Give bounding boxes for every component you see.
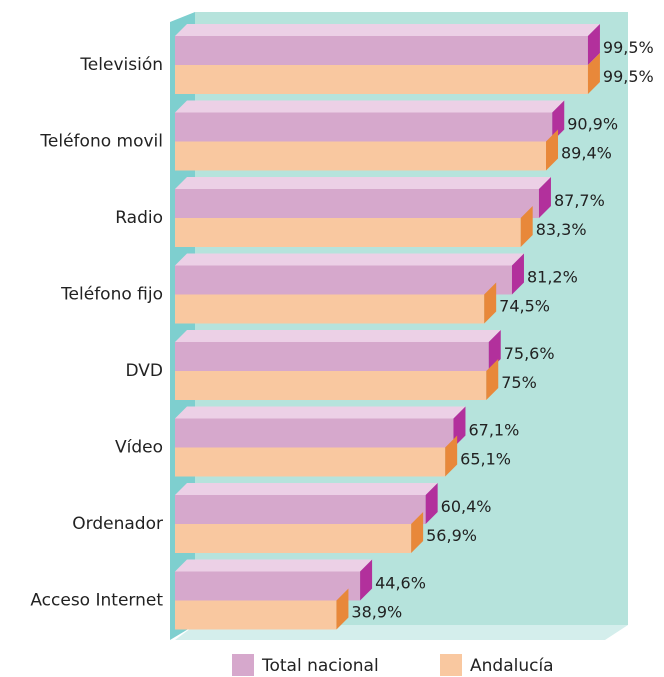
bar-side <box>484 282 497 324</box>
value-label: 89,4% <box>561 144 612 163</box>
bar-top <box>175 406 466 419</box>
bar <box>175 218 521 247</box>
bar <box>175 112 553 142</box>
bar <box>175 571 361 601</box>
bar-side <box>445 435 458 477</box>
bar-side <box>520 206 533 247</box>
value-label: 65,1% <box>460 450 511 469</box>
value-label: 75% <box>501 373 537 392</box>
category-label: Ordenador <box>72 514 163 534</box>
category-label: Televisión <box>79 55 163 75</box>
bar-top <box>175 24 600 36</box>
value-label: 38,9% <box>351 603 402 622</box>
category-label: Vídeo <box>115 438 163 458</box>
category-label: Teléfono movil <box>39 132 163 152</box>
bar <box>175 141 547 171</box>
value-label: 90,9% <box>567 115 618 134</box>
value-label: 99,5% <box>603 38 654 57</box>
bar <box>175 495 426 524</box>
bar <box>175 265 512 295</box>
value-label: 87,7% <box>554 191 605 210</box>
value-label: 74,5% <box>499 297 550 316</box>
value-label: 60,4% <box>441 497 492 516</box>
bar-side <box>587 24 600 65</box>
category-label: Teléfono fijo <box>60 285 163 305</box>
bar-top <box>175 177 551 189</box>
legend-label: Andalucía <box>470 656 554 676</box>
bar-side <box>486 359 499 400</box>
bar <box>175 342 489 371</box>
category-label: DVD <box>125 361 163 381</box>
bar <box>175 294 485 324</box>
bar <box>175 447 446 477</box>
bar-side <box>411 512 424 553</box>
value-label: 75,6% <box>504 344 555 363</box>
bar-top <box>175 330 501 342</box>
bar-side <box>425 483 438 524</box>
value-label: 56,9% <box>426 526 477 545</box>
bar-top <box>175 559 373 572</box>
category-label: Radio <box>115 208 163 228</box>
bar <box>175 65 588 94</box>
legend-label: Total nacional <box>261 656 379 676</box>
bar <box>175 600 337 630</box>
bar-side <box>546 129 559 171</box>
value-label: 44,6% <box>375 574 426 593</box>
category-label: Acceso Internet <box>30 591 163 611</box>
bar-top <box>175 100 565 113</box>
value-label: 67,1% <box>468 421 519 440</box>
bar <box>175 36 588 65</box>
bar <box>175 371 487 400</box>
bar-side <box>336 588 349 630</box>
bar <box>175 189 539 218</box>
bar <box>175 524 412 553</box>
legend-swatch <box>440 654 462 676</box>
bar-side <box>538 177 551 218</box>
legend-swatch <box>232 654 254 676</box>
bar-side <box>360 559 373 601</box>
value-label: 81,2% <box>527 268 578 287</box>
bar-side <box>552 100 565 142</box>
bar-side <box>511 253 524 295</box>
bar <box>175 418 454 448</box>
value-label: 83,3% <box>536 220 587 239</box>
value-label: 99,5% <box>603 67 654 86</box>
bar-side <box>587 53 600 94</box>
bar-top <box>175 483 438 495</box>
bar-top <box>175 253 524 266</box>
